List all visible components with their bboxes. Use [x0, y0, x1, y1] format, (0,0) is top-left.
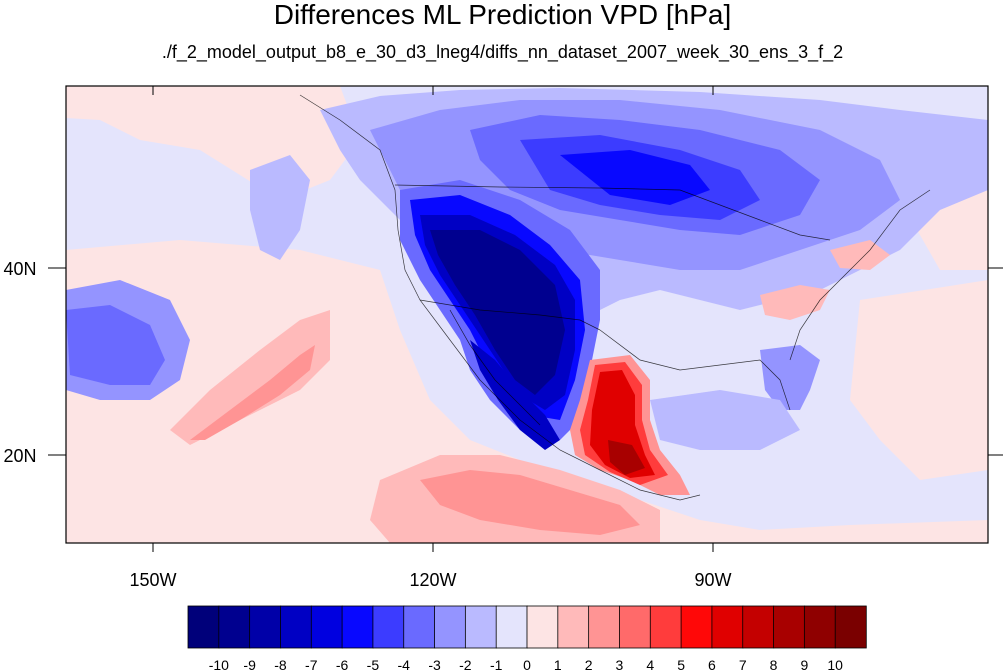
baja [449, 309, 541, 426]
colorbar-label: -1 [490, 657, 503, 672]
coastline-east [789, 189, 931, 361]
colorbar-label: -7 [305, 657, 318, 672]
colorbar-swatch [341, 605, 374, 649]
colorbar-label: 0 [523, 657, 531, 672]
red-pacific-band [190, 345, 315, 440]
colorbar-label: -9 [243, 657, 256, 672]
colorbar-swatch [434, 605, 467, 649]
colorbar-label: 2 [585, 657, 593, 672]
map-frame [65, 85, 989, 544]
colorbar-swatch [742, 605, 775, 649]
colorbar-swatch [464, 605, 497, 649]
colorbar-label: 1 [554, 657, 562, 672]
lat-label-40n: 40N [3, 259, 36, 279]
chart-subtitle: ./f_2_model_output_b8_e_30_d3_lneg4/diff… [161, 42, 844, 62]
colorbar-swatch [187, 605, 220, 649]
colorbar-label: -3 [428, 657, 441, 672]
colorbar-swatch [495, 605, 528, 649]
colorbar-label: -5 [367, 657, 380, 672]
lon-label-90w: 90W [694, 570, 731, 590]
colorbar-label: 10 [827, 657, 843, 672]
blue-pacific-west-deep [66, 305, 165, 385]
colorbar-label: -4 [398, 657, 411, 672]
lat-label-20n: 20N [3, 446, 36, 466]
pink-east [850, 280, 988, 480]
colorbar-label: -6 [336, 657, 349, 672]
colorbar-swatch [711, 605, 744, 649]
colorbar-swatch [803, 605, 836, 649]
colorbar-swatch [249, 605, 282, 649]
red-mexico-peak [608, 440, 645, 475]
blue-pacific-north [250, 155, 310, 260]
coastline-gulf [599, 329, 791, 411]
colorbar-label: -2 [459, 657, 472, 672]
colorbar-swatch [773, 605, 806, 649]
colorbar-swatch [310, 605, 343, 649]
red-pacific-south-mid [420, 470, 640, 535]
colorbar-swatch [619, 605, 651, 649]
red-northeast [830, 240, 890, 270]
red-mexico-core [590, 370, 655, 478]
us-mexico-border [419, 299, 601, 331]
colorbar-swatch [649, 605, 682, 649]
boundaries [299, 94, 931, 501]
colorbar-label: -10 [209, 657, 229, 672]
us-canada-border [394, 184, 831, 241]
colorbar-label: 3 [616, 657, 624, 672]
colorbar-label: 5 [677, 657, 685, 672]
colorbar-label: 6 [708, 657, 716, 672]
vpd-difference-field [66, 86, 988, 543]
colorbar-swatch [557, 605, 590, 649]
blue-canada-core2 [560, 150, 710, 205]
colorbar-swatch [403, 605, 436, 649]
colorbar-swatch [280, 605, 312, 649]
blue-west-core [430, 230, 565, 395]
colorbar-swatch [372, 605, 405, 649]
lon-label-150w: 150W [129, 570, 176, 590]
colorbar: -10 -9 -8 -7 -6 -5 -4 -3 -2 -1 0 1 2 3 4 5 6 7 8 9 10 [187, 605, 867, 672]
colorbar-swatch [526, 605, 559, 649]
pink-subtropical-band [66, 240, 988, 543]
colorbar-label: 7 [739, 657, 747, 672]
coastline-west [299, 94, 701, 501]
colorbar-label: 8 [770, 657, 778, 672]
axis-ticks [48, 86, 1003, 552]
lon-label-120w: 120W [409, 570, 456, 590]
blue-florida [760, 345, 820, 410]
colorbar-label: 4 [646, 657, 654, 672]
blue-gulf [650, 390, 800, 450]
colorbar-label: -8 [274, 657, 287, 672]
colorbar-swatch [218, 605, 251, 649]
colorbar-swatch [834, 605, 867, 649]
red-pacific-band-light [170, 310, 330, 445]
colorbar-swatch [588, 605, 621, 649]
chart-title: Differences ML Prediction VPD [hPa] [273, 0, 732, 30]
colorbar-label: 9 [800, 657, 808, 672]
colorbar-swatch [680, 605, 713, 649]
